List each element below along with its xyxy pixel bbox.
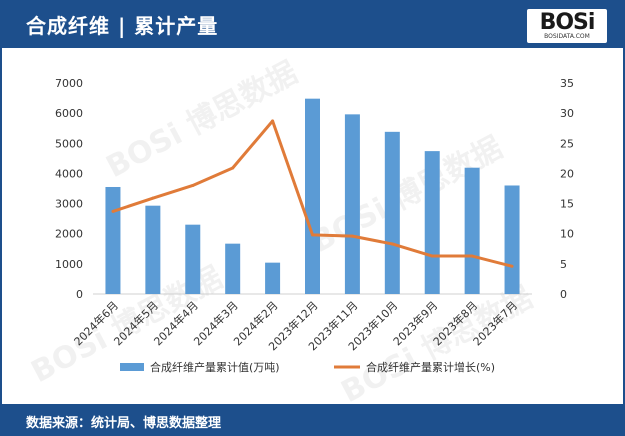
bar [464,167,480,294]
logo: BOSi BOSIDATA.COM [527,9,607,43]
line-point [311,233,314,237]
y-right-tick-label: 15 [560,198,574,211]
y-left-tick-label: 3000 [55,198,83,211]
line-point [191,183,195,187]
y-right-tick-label: 35 [560,77,574,90]
bar [305,98,320,294]
chart-area: 0 1000 2000 3000 4000 5000 6000 7000 0 5 10 15 20 25 3… [55,77,574,374]
legend-bar-swatch [120,363,144,371]
line-point [350,234,354,238]
line-point [111,209,115,213]
bar [105,186,121,294]
y-right-tick-label: 5 [560,258,567,271]
legend-line-label: 合成纤维产量累计增长(%) [366,360,495,374]
logo-subtext: BOSIDATA.COM [544,33,590,40]
logo-text: BOSi [539,10,596,35]
data-source: 数据来源：统计局、博思数据整理 [26,416,222,431]
bar [145,205,161,294]
y-left-tick-label: 5000 [55,137,83,150]
bar [265,262,281,294]
y-left-tick-label: 0 [76,288,83,301]
y-right-tick-label: 20 [560,167,574,180]
bar [424,151,440,294]
bar [225,243,241,294]
legend-bar-label: 合成纤维产量累计值(万吨) [150,360,280,374]
bar [344,114,360,294]
y-right-tick-label: 10 [560,228,574,241]
line-point [430,254,434,258]
y-left-tick-label: 1000 [55,258,83,271]
line-point [470,254,474,258]
page-title: 合成纤维 | 累计产量 [26,14,219,38]
y-right-tick-label: 30 [560,107,574,120]
y-left-tick-label: 6000 [55,107,83,120]
y-left-tick-label: 4000 [55,167,83,180]
bar [504,185,520,294]
header-bar: 合成纤维 | 累计产量 BOSi BOSIDATA.COM [0,0,625,48]
line-point [151,196,155,200]
line-point [510,264,514,268]
y-left-tick-label: 7000 [55,77,83,90]
y-left-tick-label: 2000 [55,228,83,241]
y-right-tick-label: 25 [560,137,574,150]
line-point [231,166,235,170]
bar [384,131,400,294]
y-right-tick-label: 0 [560,288,567,301]
footer-bar: 数据来源：统计局、博思数据整理 [0,404,625,436]
bar [185,224,201,294]
line-point [271,119,275,123]
line-point [390,242,394,246]
